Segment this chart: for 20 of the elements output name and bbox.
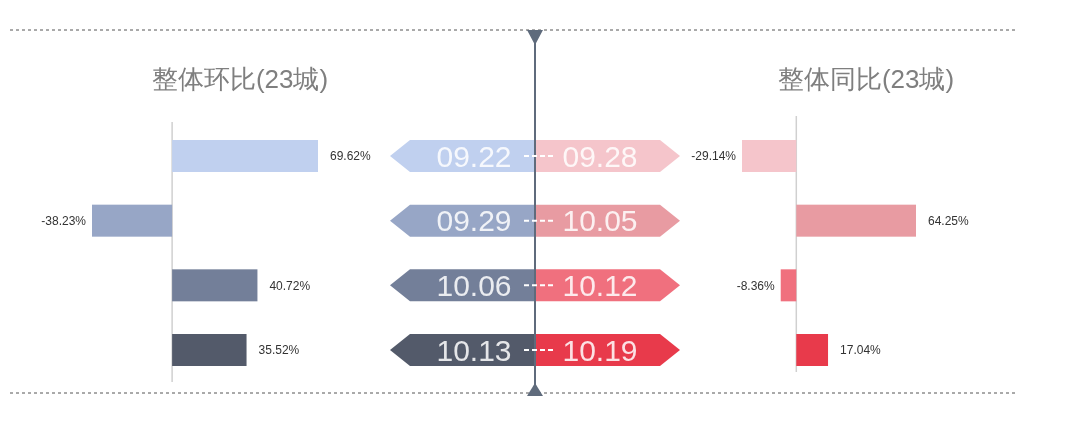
y-tick-label: 10.13	[436, 333, 512, 367]
bar	[172, 269, 258, 302]
chart-title: 整体环比(23城)	[151, 64, 329, 94]
y-tick-label: 10.19	[562, 333, 638, 367]
bar	[172, 334, 247, 366]
chart-title: 整体同比(23城)	[777, 64, 955, 94]
y-tick-label: 10.12	[562, 269, 638, 303]
y-tick-label: 10.05	[562, 204, 638, 238]
data-label: -8.36%	[736, 278, 776, 293]
bar	[172, 140, 318, 172]
data-label: 35.52%	[258, 343, 300, 358]
data-label: 17.04%	[840, 343, 882, 358]
bar	[92, 204, 173, 237]
data-label: 64.25%	[928, 213, 970, 228]
y-tick-label: 10.06	[436, 269, 512, 303]
data-label: 40.72%	[269, 278, 311, 293]
data-label: -38.23%	[41, 213, 87, 228]
y-tick-label: 09.29	[436, 204, 512, 238]
data-label: 69.62%	[330, 149, 372, 164]
data-label: -29.14%	[691, 149, 737, 164]
